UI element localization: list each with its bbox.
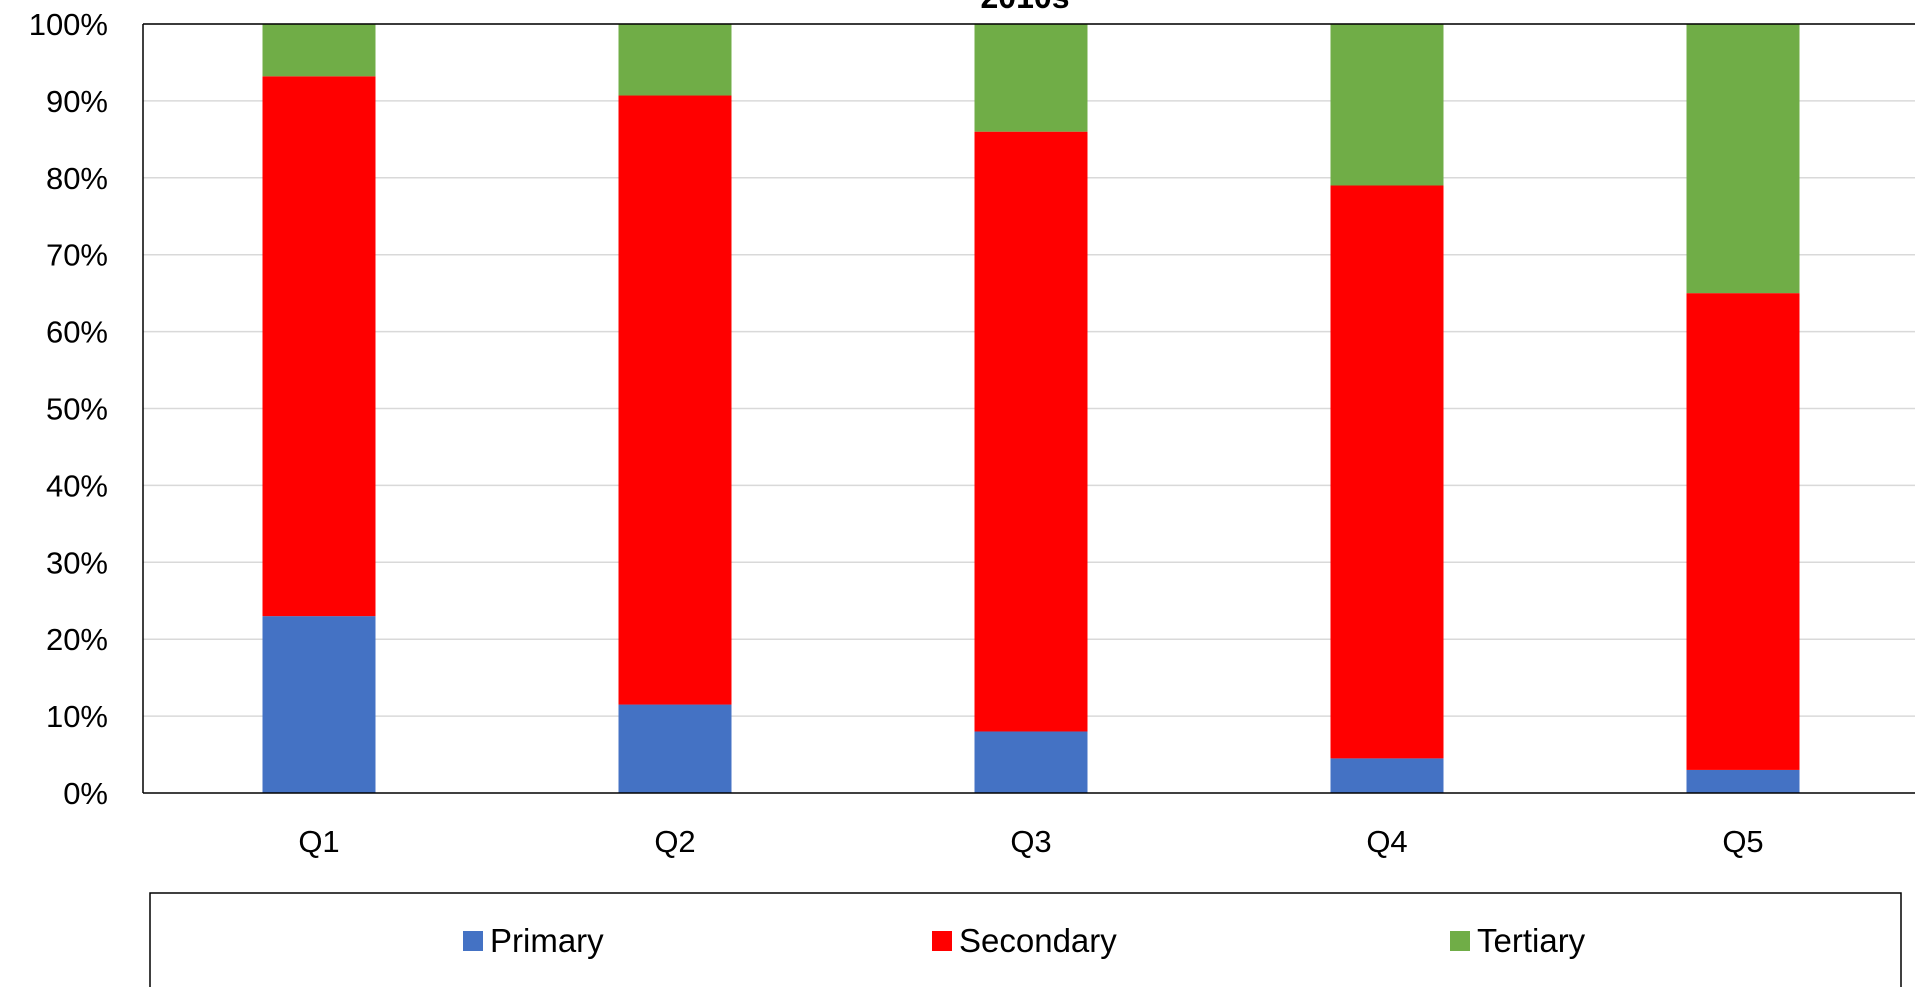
bar-primary-q4 (1330, 758, 1444, 793)
legend: Primary Secondary Tertiary (149, 892, 1902, 992)
bar-secondary-q4 (1330, 185, 1444, 759)
legend-label-secondary: Secondary (959, 922, 1117, 959)
bar-tertiary-q3 (974, 24, 1088, 132)
y-tick-label: 40% (46, 468, 108, 503)
bar-secondary-q3 (974, 131, 1088, 732)
x-tick-label: Q5 (1722, 824, 1763, 859)
chart-title: 2010s (981, 0, 1070, 15)
y-tick-label: 20% (46, 622, 108, 657)
y-tick-label: 50% (46, 392, 108, 427)
legend-swatch-primary (463, 931, 483, 951)
bar-tertiary-q2 (618, 24, 732, 96)
legend-label-primary: Primary (490, 922, 604, 959)
legend-swatch-secondary (932, 931, 952, 951)
x-tick-label: Q3 (1010, 824, 1051, 859)
bar-secondary-q1 (262, 76, 376, 617)
x-tick-labels: Q1 Q2 Q3 Q4 Q5 (298, 824, 1763, 859)
y-tick-label: 0% (63, 776, 108, 811)
x-tick-label: Q2 (654, 824, 695, 859)
bar-primary-q1 (262, 616, 376, 793)
x-tick-label: Q4 (1366, 824, 1407, 859)
bar-primary-q5 (1686, 769, 1800, 793)
legend-label-tertiary: Tertiary (1477, 922, 1586, 959)
bar-secondary-q5 (1686, 293, 1800, 770)
bar-tertiary-q1 (262, 24, 376, 77)
y-tick-label: 60% (46, 315, 108, 350)
y-tick-labels: 0% 10% 20% 30% 40% 50% 60% 70% 80% 90% 100% (29, 7, 108, 811)
y-tick-label: 80% (46, 161, 108, 196)
y-tick-label: 100% (29, 7, 108, 42)
legend-box (149, 892, 1902, 992)
bar-primary-q3 (974, 731, 1088, 793)
y-tick-label: 70% (46, 238, 108, 273)
bar-primary-q2 (618, 704, 732, 793)
bar-secondary-q2 (618, 95, 732, 705)
y-tick-label: 30% (46, 545, 108, 580)
y-tick-label: 90% (46, 84, 108, 119)
y-tick-label: 10% (46, 699, 108, 734)
x-tick-label: Q1 (298, 824, 339, 859)
bar-tertiary-q4 (1330, 24, 1444, 186)
bar-tertiary-q5 (1686, 24, 1800, 294)
bars (262, 24, 1800, 793)
legend-swatch-tertiary (1450, 931, 1470, 951)
axes (142, 23, 1915, 794)
